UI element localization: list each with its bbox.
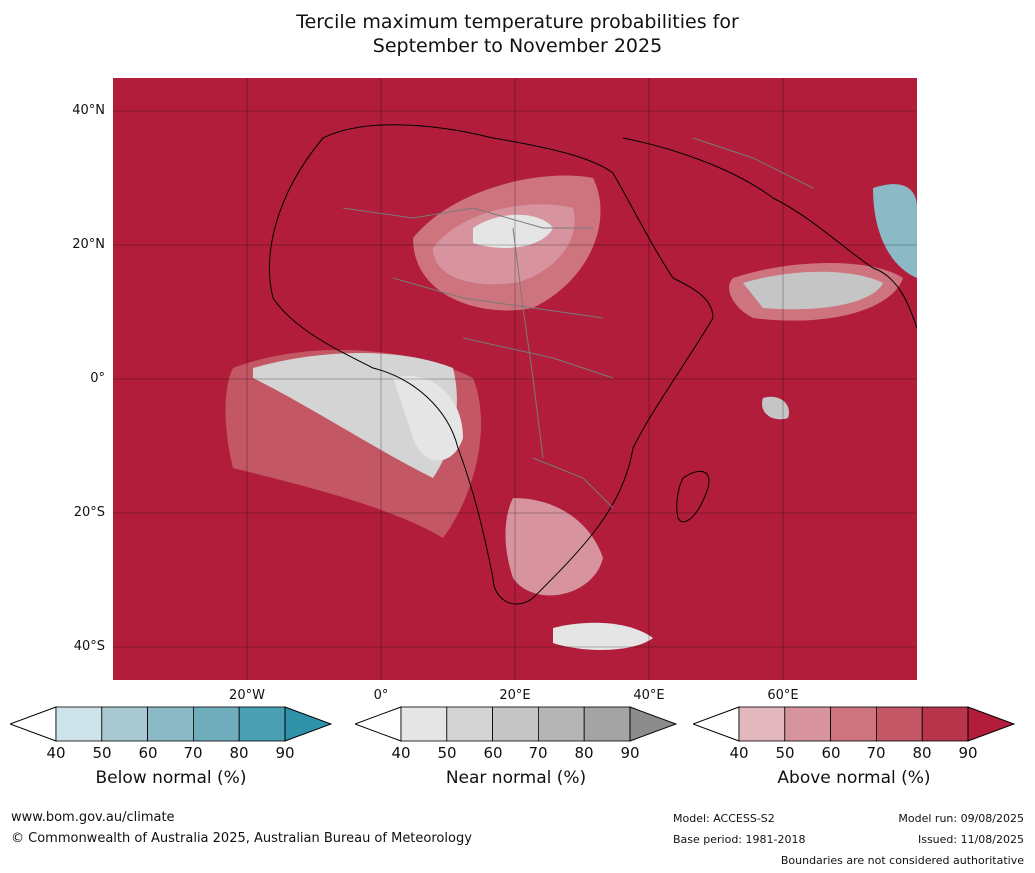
footer-model-run: Model run: 09/08/2025 <box>898 812 1024 825</box>
footer-copyright: © Commonwealth of Australia 2025, Austra… <box>11 831 472 846</box>
above-tick-60: 60 <box>821 744 841 762</box>
lon-label-0: 0° <box>373 688 389 703</box>
near-colorbar-cell <box>400 706 448 742</box>
near-tick-80: 80 <box>574 744 594 762</box>
above-colorbar-cell <box>921 706 969 742</box>
map-title-line2: September to November 2025 <box>372 35 663 57</box>
near-tick-70: 70 <box>528 744 548 762</box>
above-tick-40: 40 <box>729 744 749 762</box>
above-colorbar-cell <box>875 706 923 742</box>
lon-label-20e: 20°E <box>499 688 531 703</box>
below-tick-80: 80 <box>229 744 249 762</box>
below-tick-60: 60 <box>138 744 158 762</box>
lon-label-40e: 40°E <box>633 688 665 703</box>
colorbar-near-normal <box>355 706 677 742</box>
above-tick-90: 90 <box>958 744 978 762</box>
near-tick-40: 40 <box>391 744 411 762</box>
footer-url: www.bom.gov.au/climate <box>11 810 175 825</box>
near-tick-50: 50 <box>437 744 457 762</box>
footer-base-period: Base period: 1981-2018 <box>673 833 806 846</box>
above-colorbar-cell <box>830 706 877 742</box>
below-tick-40: 40 <box>46 744 66 762</box>
below-colorbar-cell <box>101 706 149 742</box>
colorbar-near-cells <box>400 706 631 742</box>
below-normal-label: Below normal (%) <box>95 768 247 788</box>
probability-map <box>113 78 917 680</box>
colorbar-below-cells <box>55 706 286 742</box>
below-tick-90: 90 <box>275 744 295 762</box>
map-title-line1: Tercile maximum temperature probabilitie… <box>296 11 739 33</box>
near-tick-90: 90 <box>620 744 640 762</box>
colorbar-above-cells <box>738 706 969 742</box>
below-colorbar-cell <box>192 706 240 742</box>
footer-disclaimer: Boundaries are not considered authoritat… <box>780 854 1024 867</box>
below-colorbar-cell <box>55 706 103 742</box>
footer-issued: Issued: 11/08/2025 <box>917 833 1024 846</box>
above-colorbar-cell <box>784 706 832 742</box>
above-tick-80: 80 <box>912 744 932 762</box>
below-tick-70: 70 <box>183 744 203 762</box>
below-colorbar-cell <box>238 706 286 742</box>
near-colorbar-cell <box>537 706 585 742</box>
lat-label-40n: 40°N <box>72 103 105 118</box>
footer-model: Model: ACCESS-S2 <box>673 812 775 825</box>
near-tick-60: 60 <box>483 744 503 762</box>
above-colorbar-cell <box>738 706 786 742</box>
lat-label-40s: 40°S <box>73 639 105 654</box>
lon-label-60e: 60°E <box>767 688 799 703</box>
near-normal-label: Near normal (%) <box>445 768 587 788</box>
lat-label-equator: 0° <box>90 371 105 386</box>
lat-label-20s: 20°S <box>73 505 105 520</box>
near-colorbar-cell <box>583 706 631 742</box>
colorbar-above-normal <box>693 706 1015 742</box>
lat-label-20n: 20°N <box>72 237 105 252</box>
below-tick-50: 50 <box>92 744 112 762</box>
below-colorbar-cell <box>147 706 194 742</box>
above-tick-50: 50 <box>775 744 795 762</box>
lon-label-20w: 20°W <box>229 688 265 703</box>
near-colorbar-cell <box>446 706 494 742</box>
near-colorbar-cell <box>492 706 539 742</box>
colorbar-below-normal <box>10 706 332 742</box>
above-normal-label: Above normal (%) <box>777 768 931 788</box>
above-tick-70: 70 <box>866 744 886 762</box>
